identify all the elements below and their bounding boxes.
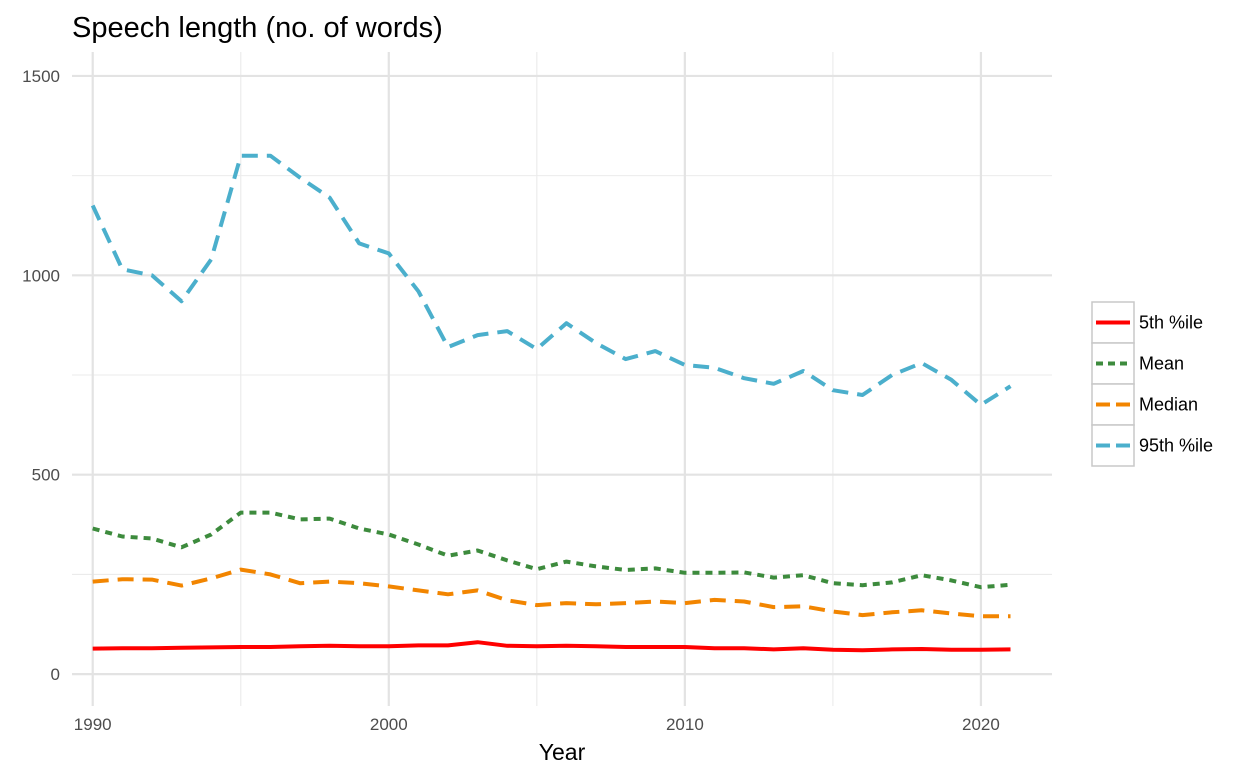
series-lines <box>90 153 1012 653</box>
series-line-median <box>92 567 1011 619</box>
legend-label: 5th %ile <box>1139 313 1203 333</box>
x-tick-label: 1990 <box>74 715 112 734</box>
series-line-95th-ile <box>90 153 1012 407</box>
y-tick-label: 0 <box>51 665 60 684</box>
chart-title: Speech length (no. of words) <box>72 12 443 44</box>
axis-ticks: 1990 2000 2010 2020 0 500 1000 1500 <box>22 67 1000 734</box>
x-axis-label: Year <box>539 739 586 765</box>
series-line-5th-ile <box>92 640 1011 653</box>
legend: 5th %ile Mean Median 95th %ile <box>1091 301 1213 467</box>
y-tick-label: 1500 <box>22 67 60 86</box>
y-tick-label: 1000 <box>22 266 60 285</box>
x-tick-label: 2020 <box>962 715 1000 734</box>
legend-label: Mean <box>1139 354 1184 374</box>
x-tick-label: 2010 <box>666 715 704 734</box>
y-tick-label: 500 <box>32 466 60 485</box>
grid-lines <box>72 52 1052 706</box>
legend-label: 95th %ile <box>1139 436 1213 456</box>
legend-label: Median <box>1139 395 1198 415</box>
x-tick-label: 2000 <box>370 715 408 734</box>
series-line-mean <box>92 510 1011 590</box>
